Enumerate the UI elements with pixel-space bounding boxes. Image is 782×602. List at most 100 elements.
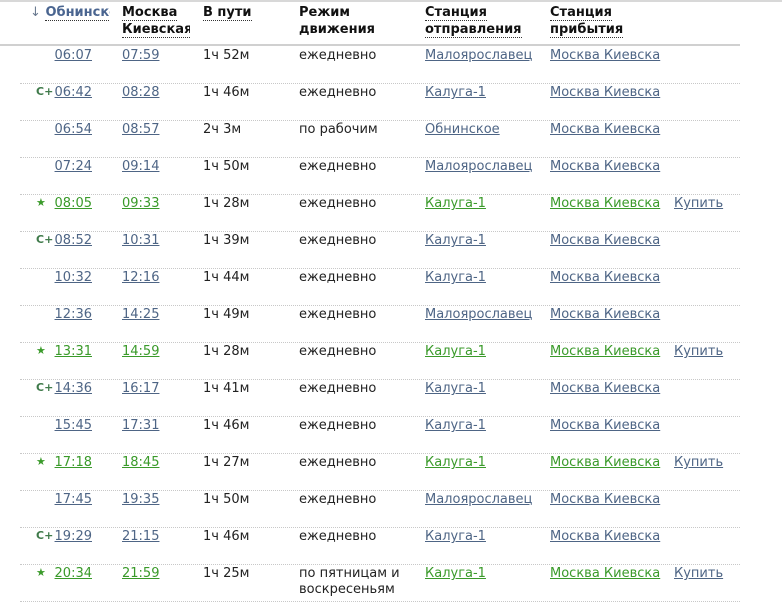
departure-station-link[interactable]: Калуга-1 xyxy=(425,381,486,396)
arrival-link[interactable]: 08:57 xyxy=(122,122,160,137)
arrival-station-link[interactable]: Москва Киевска xyxy=(550,122,661,137)
arrival-link[interactable]: 10:31 xyxy=(122,233,160,248)
departure-station-link[interactable]: Малоярославец xyxy=(425,492,533,507)
duration: 1ч 46м xyxy=(203,85,250,100)
arrival-station-link[interactable]: Москва Киевска xyxy=(550,85,661,100)
departure-station-link[interactable]: Калуга-1 xyxy=(425,196,486,211)
departure-link[interactable]: 08:05 xyxy=(54,196,92,211)
departure-station-link[interactable]: Калуга-1 xyxy=(425,344,486,359)
schedule-mode: ежедневно xyxy=(299,529,377,544)
departure-station-link[interactable]: Калуга-1 xyxy=(425,233,486,248)
arrival-time: 08:57 xyxy=(122,122,159,138)
departure-link[interactable]: 10:32 xyxy=(54,270,92,285)
schedule-mode: ежедневно xyxy=(299,85,377,100)
arrival-time: 08:28 xyxy=(122,85,159,101)
arrival-link[interactable]: 21:15 xyxy=(122,529,160,544)
arrival-link[interactable]: 16:17 xyxy=(122,381,160,396)
top-border xyxy=(0,0,782,2)
duration: 1ч 28м xyxy=(203,196,250,211)
departure-station-link[interactable]: Калуга-1 xyxy=(425,270,486,285)
arrival-time: 12:16 xyxy=(122,270,159,286)
departure-link[interactable]: 08:52 xyxy=(54,233,92,248)
sort-arrow-icon: ↓ xyxy=(30,5,41,20)
departure-link[interactable]: 14:36 xyxy=(54,381,92,396)
buy-link[interactable]: Купить xyxy=(674,196,724,211)
express-plus-icon: C+ xyxy=(36,85,54,98)
arrival-link[interactable]: 07:59 xyxy=(122,48,160,63)
table-row: 06:07 07:59 1ч 52м ежедневно Малоярославец Мо… xyxy=(20,46,740,84)
arrival-station-link[interactable]: Москва Киевска xyxy=(550,196,661,211)
duration: 1ч 52м xyxy=(203,48,250,63)
table-row: ★ 17:18 18:45 1ч 27м ежедневно Калуга-1 Москва… xyxy=(20,453,740,491)
header-duration[interactable]: В пути xyxy=(203,5,252,21)
departure-link[interactable]: 06:07 xyxy=(54,48,92,63)
departure-link[interactable]: 15:45 xyxy=(54,418,92,433)
arrival-link[interactable]: 12:16 xyxy=(122,270,160,285)
departure-station-link[interactable]: Малоярославец xyxy=(425,159,533,174)
departure-time: 06:42 xyxy=(20,85,92,101)
arrival-station-link[interactable]: Москва Киевска xyxy=(550,529,661,544)
arrival-station-link[interactable]: Москва Киевска xyxy=(550,566,661,581)
departure-station: Калуга-1 xyxy=(425,270,486,286)
table-row: 07:24 09:14 1ч 50м ежедневно Малоярославец Мо… xyxy=(20,157,740,195)
departure-station-link[interactable]: Калуга-1 xyxy=(425,85,486,100)
departure-link[interactable]: 12:36 xyxy=(54,307,92,322)
arrival-link[interactable]: 09:33 xyxy=(122,196,160,211)
arrival-station-link[interactable]: Москва Киевска xyxy=(550,233,661,248)
duration: 1ч 28м xyxy=(203,344,250,359)
arrival-link[interactable]: 21:59 xyxy=(122,566,160,581)
arrival-link[interactable]: 17:31 xyxy=(122,418,160,433)
arrival-station-link[interactable]: Москва Киевска xyxy=(550,307,661,322)
header-to[interactable]: Станция прибытия xyxy=(550,5,624,38)
header-from[interactable]: Станция отправления xyxy=(425,5,522,38)
arrival-station-link[interactable]: Москва Киевска xyxy=(550,492,661,507)
arrival-station-link[interactable]: Москва Киевска xyxy=(550,381,661,396)
departure-station-link[interactable]: Калуга-1 xyxy=(425,455,486,470)
departure-link[interactable]: 20:34 xyxy=(54,566,92,581)
departure-station-link[interactable]: Калуга-1 xyxy=(425,566,486,581)
departure-link[interactable]: 06:54 xyxy=(54,122,92,137)
schedule-mode: ежедневно xyxy=(299,455,377,470)
arrival-link[interactable]: 09:14 xyxy=(122,159,160,174)
schedule-mode: ежедневно xyxy=(299,48,377,63)
arrival-link[interactable]: 14:25 xyxy=(122,307,160,322)
star-icon: ★ xyxy=(36,566,46,579)
arrival-link[interactable]: 19:35 xyxy=(122,492,160,507)
buy-cell: Купить xyxy=(674,196,723,212)
arrival-station: Москва Киевска xyxy=(550,492,660,508)
departure-station: Малоярославец xyxy=(425,492,532,508)
departure-link[interactable]: 13:31 xyxy=(54,344,92,359)
departure-link[interactable]: 17:45 xyxy=(54,492,92,507)
header-arrival[interactable]: Москва Киевская xyxy=(122,4,190,38)
departure-link[interactable]: 07:24 xyxy=(54,159,92,174)
departure-station-link[interactable]: Малоярославец xyxy=(425,307,533,322)
buy-link[interactable]: Купить xyxy=(674,566,724,581)
arrival-time: 16:17 xyxy=(122,381,159,397)
departure-link[interactable]: 06:42 xyxy=(54,85,92,100)
arrival-station-link[interactable]: Москва Киевска xyxy=(550,418,661,433)
departure-link[interactable]: 19:29 xyxy=(54,529,92,544)
departure-time: 20:34 xyxy=(20,566,92,582)
arrival-station-link[interactable]: Москва Киевска xyxy=(550,344,661,359)
arrival-station-link[interactable]: Москва Киевска xyxy=(550,270,661,285)
table-row: C+ 19:29 21:15 1ч 46м ежедневно Калуга-1 Москв… xyxy=(20,527,740,565)
buy-link[interactable]: Купить xyxy=(674,455,724,470)
arrival-station: Москва Киевска xyxy=(550,418,660,434)
departure-station-link[interactable]: Калуга-1 xyxy=(425,418,486,433)
departure-time: 19:29 xyxy=(20,529,92,545)
table-row: 17:45 19:35 1ч 50м ежедневно Малоярославец Мо… xyxy=(20,490,740,528)
arrival-link[interactable]: 08:28 xyxy=(122,85,160,100)
departure-station-link[interactable]: Обнинское xyxy=(425,122,500,137)
departure-link[interactable]: 17:18 xyxy=(54,455,92,470)
arrival-station-link[interactable]: Москва Киевска xyxy=(550,455,661,470)
buy-link[interactable]: Купить xyxy=(674,344,724,359)
header-departure[interactable]: ↓ Обнинское xyxy=(30,4,110,21)
departure-station-link[interactable]: Малоярославец xyxy=(425,48,533,63)
arrival-station-link[interactable]: Москва Киевска xyxy=(550,48,661,63)
departure-station-link[interactable]: Калуга-1 xyxy=(425,529,486,544)
arrival-station-link[interactable]: Москва Киевска xyxy=(550,159,661,174)
arrival-link[interactable]: 18:45 xyxy=(122,455,160,470)
arrival-station: Москва Киевска xyxy=(550,307,660,323)
duration: 1ч 27м xyxy=(203,455,250,470)
arrival-link[interactable]: 14:59 xyxy=(122,344,160,359)
